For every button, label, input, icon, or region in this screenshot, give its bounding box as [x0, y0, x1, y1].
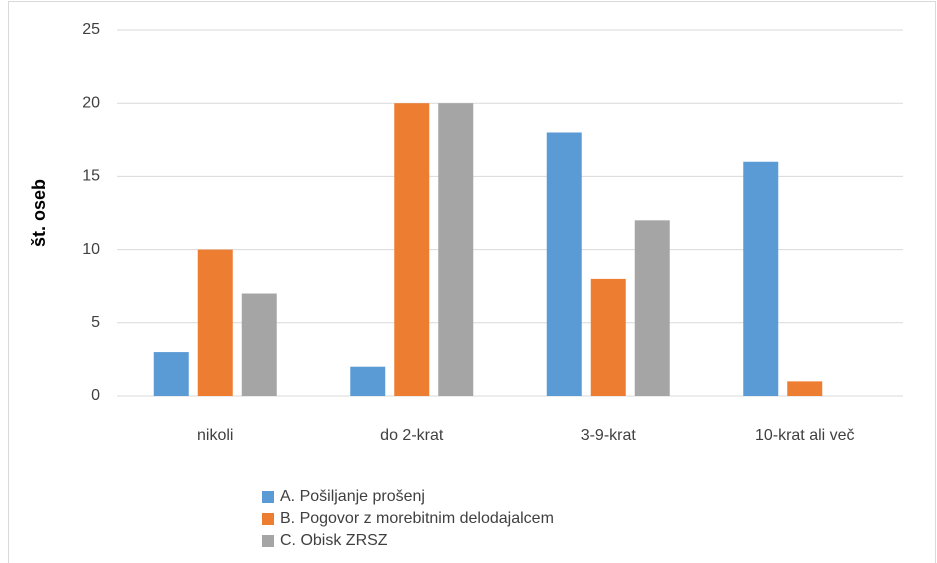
y-tick-label: 0 [91, 387, 100, 404]
bar [438, 103, 474, 396]
y-tick-label: 5 [91, 314, 100, 331]
y-tick-label: 25 [82, 21, 100, 38]
x-tick-label: nikoli [197, 427, 233, 444]
legend-swatch [262, 491, 274, 503]
y-tick-label: 20 [82, 94, 100, 111]
bar [590, 278, 626, 396]
bar [634, 220, 670, 396]
legend-swatch [262, 535, 274, 547]
x-tick-label: 3-9-krat [581, 427, 637, 444]
bar [241, 293, 277, 396]
bar [153, 352, 189, 396]
x-tick-label: 10-krat ali več [755, 427, 855, 444]
bar [197, 249, 233, 396]
bar [743, 161, 779, 396]
bar [787, 381, 823, 396]
legend-swatch [262, 513, 274, 525]
y-tick-label: 15 [82, 168, 100, 185]
legend-label: C. Obisk ZRSZ [280, 532, 388, 549]
bar [350, 366, 386, 396]
chart-border [8, 1, 936, 563]
bar [546, 132, 582, 397]
x-tick-label: do 2-krat [380, 427, 444, 444]
y-tick-label: 10 [82, 241, 100, 258]
bar [394, 103, 430, 396]
legend-label: B. Pogovor z morebitnim delodajalcem [280, 510, 554, 527]
y-axis-label: št. oseb [29, 179, 49, 247]
legend-label: A. Pošiljanje prošenj [280, 488, 425, 505]
